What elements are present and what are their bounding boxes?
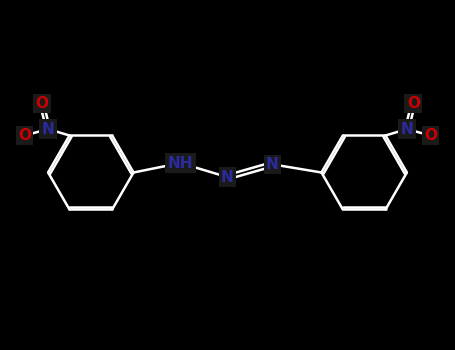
Text: O: O xyxy=(407,96,420,111)
Text: O: O xyxy=(18,128,31,143)
Text: N: N xyxy=(266,157,279,172)
Text: O: O xyxy=(424,128,437,143)
Text: O: O xyxy=(35,96,48,111)
Text: N: N xyxy=(221,170,234,185)
Text: N: N xyxy=(42,121,55,136)
Text: NH: NH xyxy=(168,155,193,170)
Text: N: N xyxy=(400,121,413,136)
